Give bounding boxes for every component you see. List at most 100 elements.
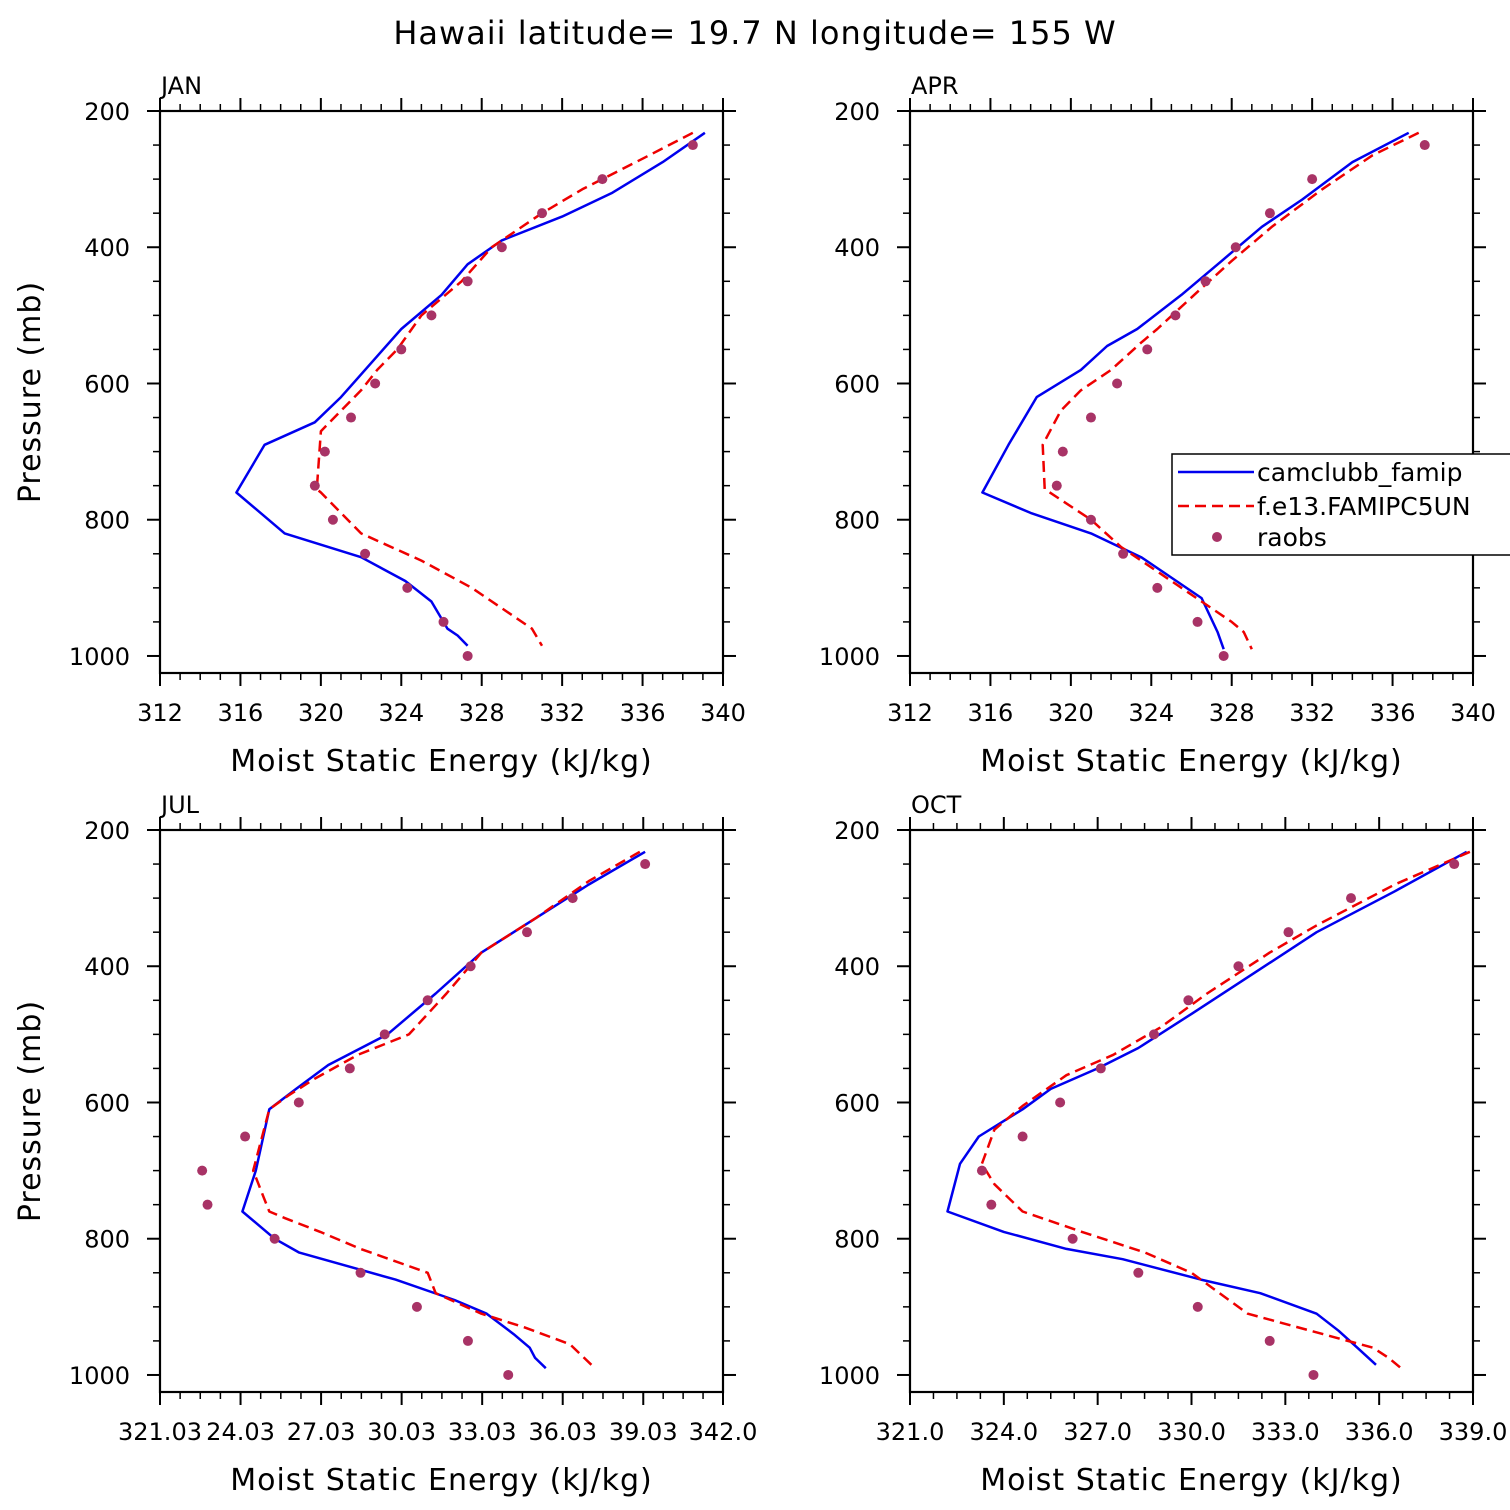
raobs-point	[1112, 378, 1123, 389]
raobs-point	[202, 1199, 213, 1210]
plot-frame	[908, 109, 1475, 675]
raobs-point	[1055, 1097, 1066, 1108]
y-tick-label: 400	[834, 234, 880, 262]
x-axis-label: Moist Static Energy (kJ/kg)	[980, 1463, 1403, 1498]
x-tick-label: 342.0	[689, 1418, 758, 1446]
series-group	[981, 131, 1430, 661]
x-tick-label: 39.03	[609, 1418, 678, 1446]
x-tick-label: 36.03	[528, 1418, 597, 1446]
raobs-point	[360, 548, 371, 559]
camclubb-line	[946, 850, 1468, 1366]
raobs-point	[402, 582, 413, 593]
y-tick-label: 600	[84, 370, 130, 398]
x-tick-label: 332	[1289, 699, 1335, 727]
raobs-point	[1142, 344, 1153, 355]
x-tick-label: 321.0	[876, 1418, 945, 1446]
raobs-point	[1449, 859, 1460, 870]
raobs-point	[1264, 208, 1275, 219]
y-tick-label: 600	[84, 1089, 130, 1117]
raobs-point	[1051, 480, 1062, 491]
x-tick-label: 320	[1048, 699, 1094, 727]
panel-title: APR	[911, 72, 959, 100]
legend-label-raobs: raobs	[1257, 523, 1327, 552]
famipc5-line	[1041, 131, 1420, 650]
raobs-point	[197, 1165, 208, 1176]
x-tick-label: 30.03	[367, 1418, 436, 1446]
legend: camclubb_famip f.e13.FAMIPC5UN raobs	[1171, 453, 1510, 556]
x-tick-label: 336.0	[1345, 1418, 1414, 1446]
raobs-point	[1085, 514, 1096, 525]
raobs-point	[537, 208, 548, 219]
series-group	[197, 850, 651, 1380]
figure-title: Hawaii latitude= 19.7 N longitude= 155 W	[393, 14, 1116, 52]
raobs-point	[344, 1063, 355, 1074]
raobs-point	[567, 893, 578, 904]
famipc5-line	[315, 131, 694, 647]
x-tick-label: 33.03	[448, 1418, 517, 1446]
famipc5-line	[980, 850, 1471, 1370]
raobs-point	[327, 514, 338, 525]
raobs-point	[293, 1097, 304, 1108]
legend-label-famipc5: f.e13.FAMIPC5UN	[1257, 492, 1471, 521]
raobs-point	[370, 378, 381, 389]
raobs-point	[422, 995, 433, 1006]
raobs-point	[1152, 582, 1163, 593]
raobs-point	[496, 242, 507, 253]
raobs-point	[355, 1267, 366, 1278]
x-tick-label: 328	[1209, 699, 1255, 727]
panel-oct: OCT 321.0 324.0 327.0 330.0 333.0 336.0 339.0 20…	[819, 791, 1507, 1498]
x-tick-label: 340	[1450, 699, 1496, 727]
raobs-point	[597, 174, 608, 185]
raobs-point	[240, 1131, 251, 1142]
x-tick-label: 327.0	[1063, 1418, 1132, 1446]
x-tick-label: 316	[968, 699, 1014, 727]
raobs-point	[396, 344, 407, 355]
raobs-point	[1085, 412, 1096, 423]
raobs-point	[503, 1369, 514, 1380]
x-tick-label: 330.0	[1157, 1418, 1226, 1446]
y-tick-label: 1000	[69, 643, 130, 671]
y-tick-label: 800	[834, 507, 880, 535]
panel-jan: JAN 312 316 320 324 328 332 336 340 200 400 600 800 1…	[13, 72, 746, 779]
x-tick-label: 321.03	[118, 1418, 202, 1446]
raobs-point	[1057, 446, 1068, 457]
raobs-point	[1067, 1233, 1078, 1244]
y-tick-label: 400	[84, 234, 130, 262]
raobs-point	[1200, 276, 1211, 287]
raobs-point	[309, 480, 320, 491]
raobs-point	[1230, 242, 1241, 253]
raobs-point	[269, 1233, 280, 1244]
raobs-point	[462, 276, 473, 287]
raobs-point	[1118, 548, 1129, 559]
raobs-point	[1264, 1335, 1275, 1346]
x-tick-label: 339.0	[1439, 1418, 1508, 1446]
y-axis-label: Pressure (mb)	[13, 1000, 48, 1222]
panel-title: OCT	[911, 791, 962, 819]
plot-frame	[158, 828, 725, 1394]
raobs-point	[438, 616, 449, 627]
y-tick-label: 400	[84, 953, 130, 981]
y-tick-label: 800	[84, 507, 130, 535]
raobs-point	[1283, 927, 1294, 938]
raobs-point	[1419, 140, 1430, 151]
x-axis-label: Moist Static Energy (kJ/kg)	[230, 744, 653, 779]
panel-apr: APR 312 316 320 324 328 332 336 340 200 400 600 800 1…	[819, 72, 1496, 779]
raobs-point	[1148, 1029, 1159, 1040]
x-tick-label: 324	[378, 699, 424, 727]
camclubb-line	[241, 850, 646, 1370]
raobs-point	[426, 310, 437, 321]
x-axis-label: Moist Static Energy (kJ/kg)	[230, 1463, 653, 1498]
camclubb-line	[981, 131, 1410, 650]
raobs-point	[1192, 1301, 1203, 1312]
y-axis-label: Pressure (mb)	[13, 281, 48, 503]
raobs-point	[462, 1335, 473, 1346]
x-tick-label: 27.03	[287, 1418, 356, 1446]
y-tick-label: 200	[84, 98, 130, 126]
y-tick-label: 1000	[819, 1362, 880, 1390]
plot-frame	[158, 109, 725, 675]
raobs-point	[1183, 995, 1194, 1006]
x-tick-label: 336	[620, 699, 666, 727]
panel-title: JAN	[159, 72, 202, 100]
raobs-point	[411, 1301, 422, 1312]
x-tick-label: 328	[459, 699, 505, 727]
